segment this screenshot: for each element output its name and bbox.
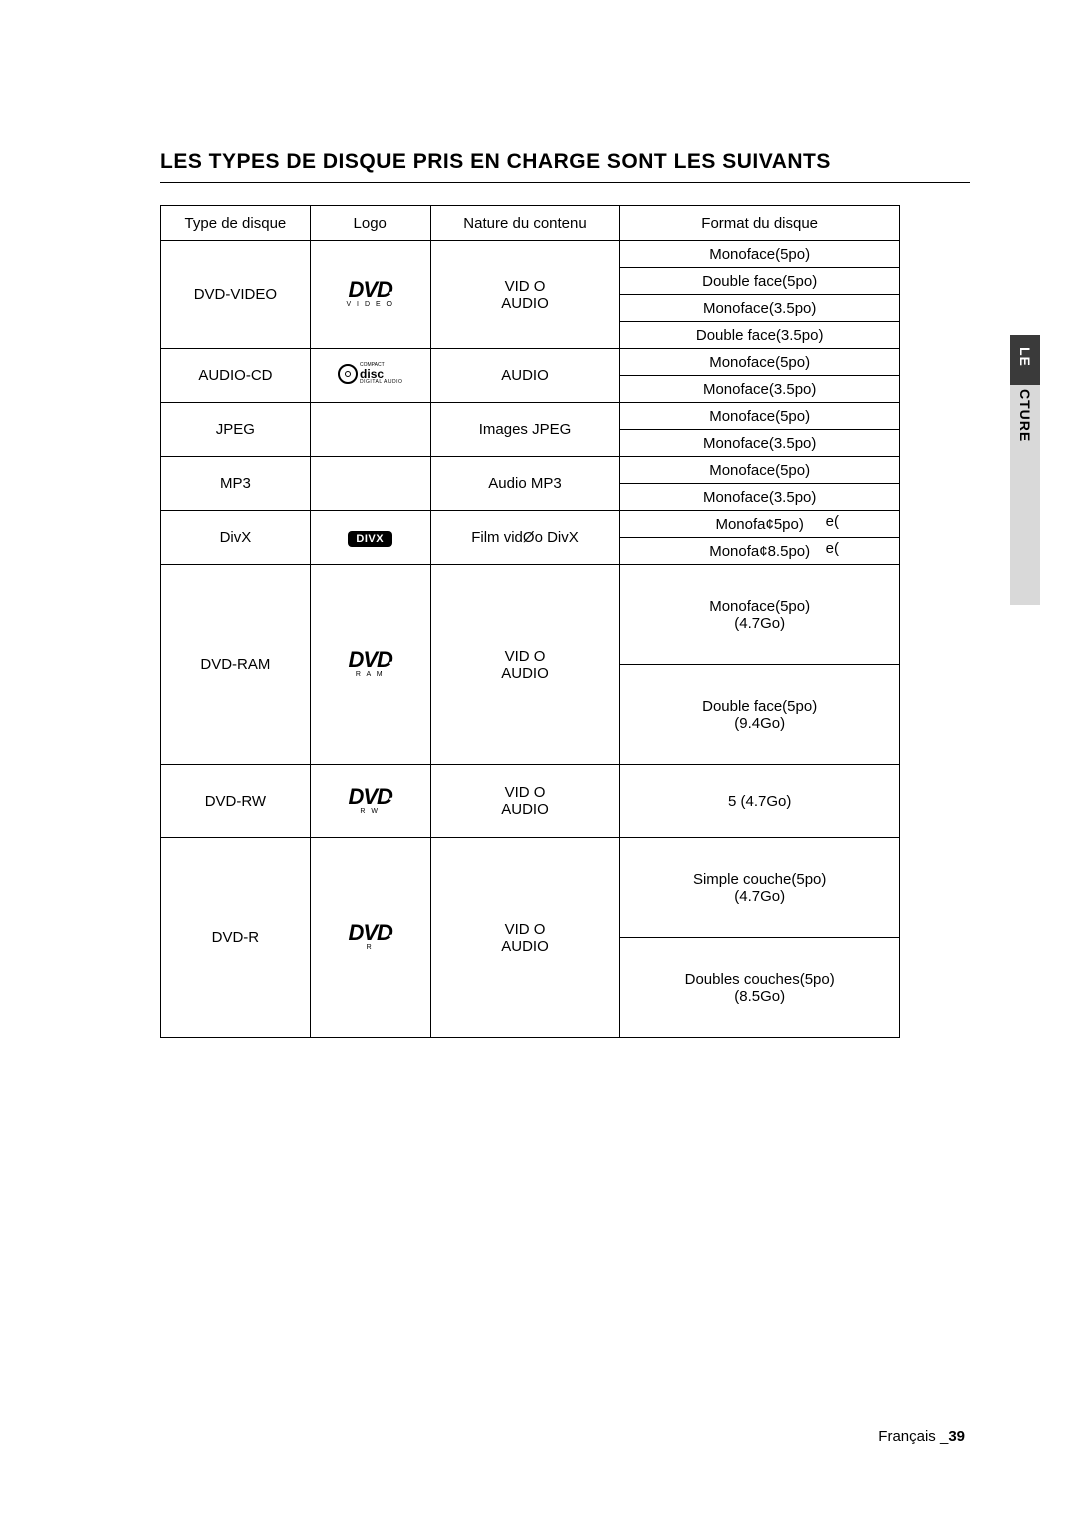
format-text-overlap: e( — [826, 513, 839, 530]
format-line: (4.7Go) — [734, 888, 785, 905]
cell-format: Simple couche(5po) (4.7Go) — [620, 838, 900, 938]
cell-type-divx: DivX — [161, 511, 311, 565]
cell-format: 5 (4.7Go) — [620, 765, 900, 838]
table-row: DVD-R DVD R VID O AUDIO Simple couche(5p… — [161, 838, 900, 938]
cell-logo-dvdram: DVD R A M — [310, 565, 430, 765]
cell-logo-divx: DIVX — [310, 511, 430, 565]
cell-nature-dvdr: VID O AUDIO — [430, 838, 620, 1038]
table-row: MP3 Audio MP3 Monoface(5po) — [161, 457, 900, 484]
cell-type-jpeg: JPEG — [161, 403, 311, 457]
cell-format: Monoface(5po) — [620, 241, 900, 268]
nature-line: VID O — [505, 278, 546, 295]
nature-line: VID O — [505, 784, 546, 801]
cell-format: Double face(3.5po) — [620, 322, 900, 349]
nature-line: AUDIO — [501, 801, 549, 818]
section-title: LES TYPES DE DISQUE PRIS EN CHARGE SONT … — [160, 150, 970, 183]
cell-type-mp3: MP3 — [161, 457, 311, 511]
table-header-row: Type de disque Logo Nature du contenu Fo… — [161, 206, 900, 241]
cell-format: Monofa¢8.5po) e( — [620, 538, 900, 565]
cell-format: Monoface(3.5po) — [620, 376, 900, 403]
side-tab-label: LE — [1017, 347, 1033, 367]
cell-format: Doubles couches(5po) (8.5Go) — [620, 938, 900, 1038]
format-line: Doubles couches(5po) — [685, 971, 835, 988]
logo-sub: R W — [348, 808, 391, 815]
cell-type-dvdr: DVD-R — [161, 838, 311, 1038]
divx-logo-icon: DIVX — [348, 531, 392, 547]
cell-format: Double face(5po) (9.4Go) — [620, 665, 900, 765]
cell-logo-mp3 — [310, 457, 430, 511]
footer-lang: Français _ — [878, 1428, 948, 1445]
table-row: DivX DIVX Film vidØo DivX Monofa¢5po) e( — [161, 511, 900, 538]
table-row: JPEG Images JPEG Monoface(5po) — [161, 403, 900, 430]
header-logo: Logo — [310, 206, 430, 241]
page: LES TYPES DE DISQUE PRIS EN CHARGE SONT … — [0, 0, 1080, 1515]
format-line: Double face(5po) — [702, 698, 817, 715]
nature-line: AUDIO — [501, 665, 549, 682]
dvd-rw-logo-icon: DVD R W — [348, 786, 391, 815]
logo-text: DVD — [348, 784, 391, 809]
logo-sub: DIGITAL AUDIO — [360, 380, 402, 385]
page-footer: Français _39 — [878, 1428, 965, 1445]
nature-line: AUDIO — [501, 295, 549, 312]
nature-line: AUDIO — [501, 938, 549, 955]
logo-sub: R A M — [348, 671, 391, 678]
cell-logo-dvdvideo: DVD V I D E O — [310, 241, 430, 349]
cell-format: Monoface(5po) — [620, 403, 900, 430]
cell-nature-divx: Film vidØo DivX — [430, 511, 620, 565]
cell-format: Monofa¢5po) e( — [620, 511, 900, 538]
format-line: Simple couche(5po) — [693, 871, 826, 888]
cell-type-audiocd: AUDIO-CD — [161, 349, 311, 403]
dvd-r-logo-icon: DVD R — [348, 922, 391, 951]
cell-format: Double face(5po) — [620, 268, 900, 295]
cell-nature-jpeg: Images JPEG — [430, 403, 620, 457]
cell-logo-dvdrw: DVD R W — [310, 765, 430, 838]
header-format: Format du disque — [620, 206, 900, 241]
nature-line: VID O — [505, 648, 546, 665]
logo-text: DVD — [348, 920, 391, 945]
cell-format: Monoface(5po) — [620, 349, 900, 376]
cell-logo-dvdr: DVD R — [310, 838, 430, 1038]
table-row: DVD-RW DVD R W VID O AUDIO 5 (4.7Go) — [161, 765, 900, 838]
cell-format: Monoface(3.5po) — [620, 295, 900, 322]
cell-type-dvdrw: DVD-RW — [161, 765, 311, 838]
compact-disc-logo-icon: COMPACT disc DIGITAL AUDIO — [338, 363, 402, 385]
footer-page-number: 39 — [948, 1428, 965, 1445]
cell-type-dvdvideo: DVD-VIDEO — [161, 241, 311, 349]
side-tab-label-rest: CTURE — [1017, 389, 1033, 442]
cell-nature-dvdvideo: VID O AUDIO — [430, 241, 620, 349]
cell-format: Monoface(5po) (4.7Go) — [620, 565, 900, 665]
cell-nature-audiocd: AUDIO — [430, 349, 620, 403]
disc-table: Type de disque Logo Nature du contenu Fo… — [160, 205, 900, 1038]
logo-sub: V I D E O — [346, 301, 394, 308]
cell-nature-dvdram: VID O AUDIO — [430, 565, 620, 765]
format-text: Monofa¢5po) — [715, 516, 803, 533]
cell-format: Monoface(3.5po) — [620, 484, 900, 511]
nature-line: VID O — [505, 921, 546, 938]
table-row: DVD-VIDEO DVD V I D E O VID O AUDIO Mono… — [161, 241, 900, 268]
cell-logo-jpeg — [310, 403, 430, 457]
cell-nature-mp3: Audio MP3 — [430, 457, 620, 511]
dvd-video-logo-icon: DVD V I D E O — [346, 279, 394, 308]
cell-format: Monoface(5po) — [620, 457, 900, 484]
header-nature: Nature du contenu — [430, 206, 620, 241]
dvd-ram-logo-icon: DVD R A M — [348, 649, 391, 678]
side-tab: LE CTURE — [1010, 335, 1040, 605]
cell-logo-audiocd: COMPACT disc DIGITAL AUDIO — [310, 349, 430, 403]
table-row: AUDIO-CD COMPACT disc DIGITAL AUDIO AUDI… — [161, 349, 900, 376]
format-text: Monofa¢8.5po) — [709, 543, 810, 560]
logo-text: DVD — [348, 647, 391, 672]
logo-text: DVD — [348, 277, 391, 302]
logo-sub: R — [348, 944, 391, 951]
cell-format: Monoface(3.5po) — [620, 430, 900, 457]
header-type: Type de disque — [161, 206, 311, 241]
cell-nature-dvdrw: VID O AUDIO — [430, 765, 620, 838]
table-row: DVD-RAM DVD R A M VID O AUDIO Monoface(5… — [161, 565, 900, 665]
cell-type-dvdram: DVD-RAM — [161, 565, 311, 765]
format-text-overlap: e( — [826, 540, 839, 557]
format-line: (8.5Go) — [734, 988, 785, 1005]
format-line: (9.4Go) — [734, 715, 785, 732]
format-line: Monoface(5po) — [709, 598, 810, 615]
format-line: (4.7Go) — [734, 615, 785, 632]
